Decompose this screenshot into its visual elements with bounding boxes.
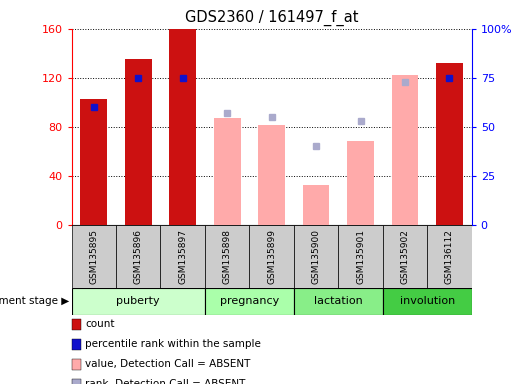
Text: GSM135901: GSM135901 [356,229,365,284]
Text: development stage ▶: development stage ▶ [0,296,69,306]
Text: GSM135902: GSM135902 [401,229,410,284]
Bar [214,118,241,225]
Text: GSM135899: GSM135899 [267,229,276,284]
Bar [338,225,383,288]
Bar [116,225,161,288]
Bar [294,288,383,315]
Text: count: count [85,319,115,329]
Text: percentile rank within the sample: percentile rank within the sample [85,339,261,349]
Bar [81,99,107,225]
Text: pregnancy: pregnancy [220,296,279,306]
Bar [205,225,250,288]
Text: GSM135896: GSM135896 [134,229,143,284]
Bar [125,60,152,225]
Bar [436,63,463,225]
Bar [392,75,418,225]
Text: GSM135900: GSM135900 [312,229,321,284]
Bar [383,288,472,315]
Bar [294,225,338,288]
Bar [427,225,472,288]
Bar [72,288,205,315]
Text: involution: involution [400,296,455,306]
Text: value, Detection Call = ABSENT: value, Detection Call = ABSENT [85,359,251,369]
Text: lactation: lactation [314,296,363,306]
Text: GSM135898: GSM135898 [223,229,232,284]
Bar [205,288,294,315]
Bar [347,141,374,225]
Bar [250,225,294,288]
Text: rank, Detection Call = ABSENT: rank, Detection Call = ABSENT [85,379,246,384]
Bar [303,185,330,225]
Text: puberty: puberty [117,296,160,306]
Bar [258,126,285,225]
Text: GSM135895: GSM135895 [89,229,98,284]
Bar [161,225,205,288]
Bar [383,225,427,288]
Text: GSM135897: GSM135897 [178,229,187,284]
Bar [72,225,116,288]
Title: GDS2360 / 161497_f_at: GDS2360 / 161497_f_at [185,10,358,26]
Text: GSM136112: GSM136112 [445,229,454,284]
Bar [170,29,196,225]
